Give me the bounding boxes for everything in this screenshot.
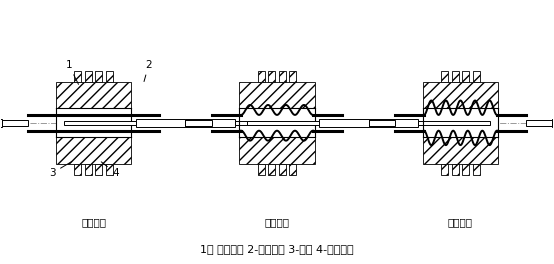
Bar <box>0 119 2 127</box>
Bar <box>74 163 81 175</box>
Bar <box>239 108 315 137</box>
Bar <box>290 163 296 175</box>
Bar <box>463 71 469 82</box>
Bar <box>185 119 235 127</box>
Bar <box>258 163 264 175</box>
Bar <box>423 108 498 137</box>
Bar <box>418 121 490 125</box>
Bar <box>56 137 131 163</box>
Bar <box>85 163 91 175</box>
Bar <box>423 137 498 163</box>
Bar <box>239 82 315 108</box>
Bar <box>442 71 448 82</box>
Bar <box>2 120 28 126</box>
Bar <box>369 120 395 126</box>
Bar <box>235 121 307 125</box>
Bar <box>185 120 212 126</box>
Bar <box>269 163 275 175</box>
Bar <box>369 119 418 127</box>
Text: 3: 3 <box>49 162 72 178</box>
Bar <box>95 163 102 175</box>
Bar <box>442 163 448 175</box>
Bar <box>56 82 131 108</box>
Bar <box>159 120 185 126</box>
Bar <box>64 121 136 125</box>
Bar <box>473 71 480 82</box>
Bar <box>463 163 469 175</box>
Bar <box>136 119 185 127</box>
Bar <box>106 71 112 82</box>
Bar <box>279 163 285 175</box>
Bar <box>473 163 480 175</box>
Bar <box>74 71 81 82</box>
Bar <box>319 119 369 127</box>
Bar <box>290 71 296 82</box>
Bar <box>452 163 459 175</box>
Bar <box>552 119 554 127</box>
Bar <box>269 71 275 82</box>
Bar <box>452 71 459 82</box>
Bar <box>258 71 264 82</box>
Bar <box>106 163 112 175</box>
Bar <box>526 120 552 126</box>
Text: 液压胀形: 液压胀形 <box>264 217 290 227</box>
Text: 4: 4 <box>101 162 119 178</box>
Bar <box>56 108 131 137</box>
Bar <box>85 71 91 82</box>
Bar <box>423 82 498 108</box>
Bar <box>342 120 369 126</box>
Text: 2: 2 <box>144 59 152 82</box>
Text: 最终成形: 最终成形 <box>448 217 473 227</box>
Text: 1－ 成形模具 2-挖压冲头 3-管件 4-成形介质: 1－ 成形模具 2-挖压冲头 3-管件 4-成形介质 <box>200 244 354 254</box>
Bar <box>239 137 315 163</box>
Bar <box>279 71 285 82</box>
Text: 管坏安装: 管坏安装 <box>81 217 106 227</box>
Bar <box>95 71 102 82</box>
Bar <box>247 121 319 125</box>
Text: 1: 1 <box>65 59 79 84</box>
